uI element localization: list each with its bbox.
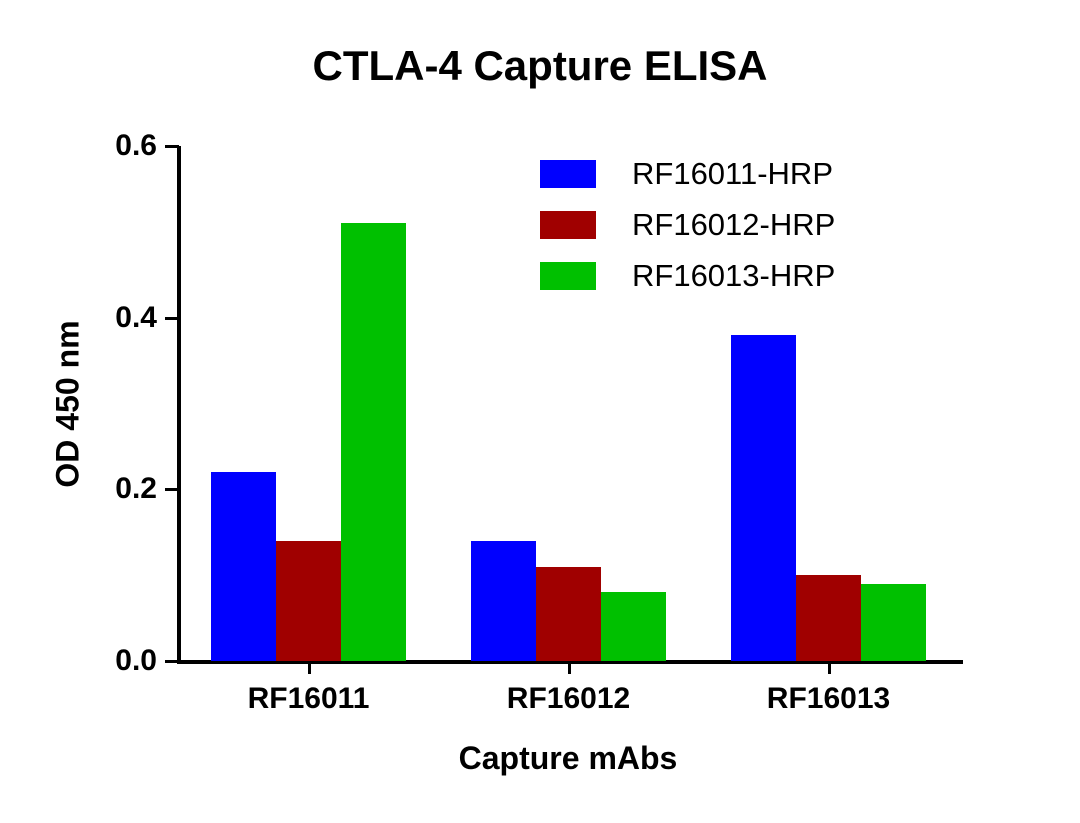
legend-label: RF16013-HRP (632, 257, 836, 293)
x-tick (307, 662, 311, 674)
y-tick-label: 0.0 (115, 644, 157, 677)
bar (211, 472, 276, 661)
bar (861, 583, 926, 661)
y-tick-label: 0.2 (115, 472, 157, 506)
y-tick (165, 488, 179, 492)
bar (601, 592, 666, 661)
y-tick (165, 660, 179, 663)
x-tick-label: RF16012 (506, 682, 631, 715)
bar (276, 540, 341, 661)
legend-label: RF16012-HRP (632, 206, 836, 242)
y-tick (165, 316, 179, 320)
legend-swatch (540, 210, 596, 239)
legend-swatch (540, 159, 596, 188)
y-tick (165, 145, 179, 148)
y-tick-label: 0.4 (115, 300, 157, 334)
legend-swatch (540, 261, 596, 290)
x-axis-label: Capture mAbs (458, 740, 678, 776)
legend-label: RF16011-HRP (632, 155, 834, 191)
y-tick-label: 0.6 (115, 129, 157, 162)
bar (536, 566, 601, 661)
legend-item: RF16012-HRP (540, 199, 835, 250)
bar (731, 334, 796, 661)
legend: RF16011-HRP RF16012-HRP RF16013-HRP (540, 148, 835, 301)
x-tick (827, 662, 831, 674)
legend-item: RF16011-HRP (540, 148, 835, 199)
chart-title: CTLA-4 Capture ELISA (312, 42, 768, 89)
x-tick-label: RF16011 (247, 682, 370, 715)
bar (341, 223, 406, 661)
bar (796, 575, 861, 661)
y-axis-line (177, 146, 181, 664)
legend-item: RF16013-HRP (540, 250, 835, 301)
y-axis-label: OD 450 nm (49, 320, 86, 488)
bar (471, 540, 536, 661)
x-tick-label: RF16013 (766, 682, 891, 715)
x-tick (567, 662, 571, 674)
